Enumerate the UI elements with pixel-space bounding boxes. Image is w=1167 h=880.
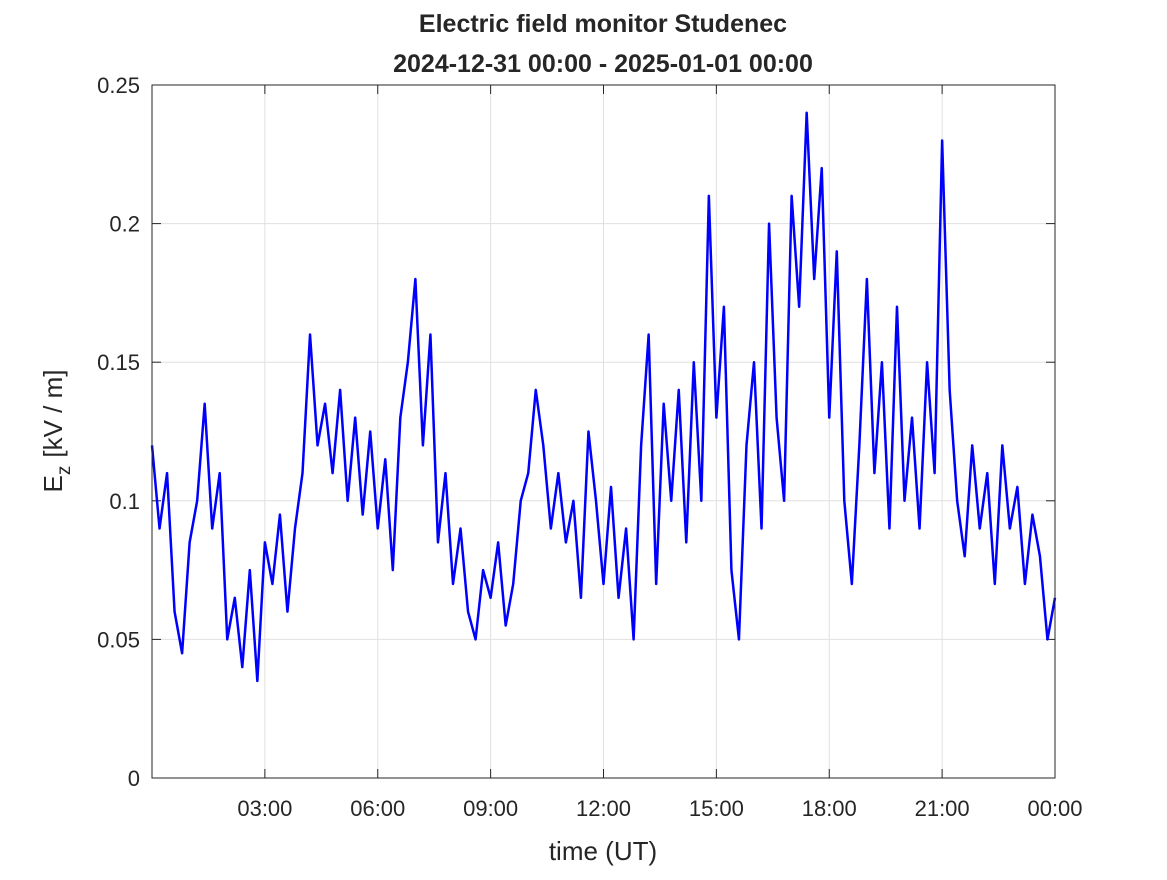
y-tick-label: 0.2 — [109, 212, 140, 237]
chart-subtitle: 2024-12-31 00:00 - 2025-01-01 00:00 — [393, 50, 813, 78]
x-tick-label: 12:00 — [576, 796, 631, 821]
y-tick-label: 0.15 — [97, 350, 140, 375]
x-tick-label: 21:00 — [915, 796, 970, 821]
x-tick-label: 00:00 — [1027, 796, 1082, 821]
y-label-subscript: z — [54, 466, 75, 476]
data-line — [150, 111, 1057, 683]
x-tick-label: 09:00 — [463, 796, 518, 821]
x-tick-label: 18:00 — [802, 796, 857, 821]
x-tick-label: 03:00 — [237, 796, 292, 821]
y-label-symbol: E — [38, 475, 68, 492]
x-axis-label: time (UT) — [549, 836, 657, 866]
y-tick-label: 0.1 — [109, 489, 140, 514]
y-tick-label: 0.05 — [97, 627, 140, 652]
axes-box — [151, 84, 1056, 779]
y-tick-label: 0 — [128, 766, 140, 791]
x-tick-label: 15:00 — [689, 796, 744, 821]
x-tick-label: 06:00 — [350, 796, 405, 821]
y-axis-label: Ez [kV / m] — [38, 370, 75, 493]
y-label-unit: [kV / m] — [38, 370, 68, 458]
chart-title: Electric field monitor Studenec — [419, 10, 787, 38]
y-tick-label: 0.25 — [97, 73, 140, 98]
